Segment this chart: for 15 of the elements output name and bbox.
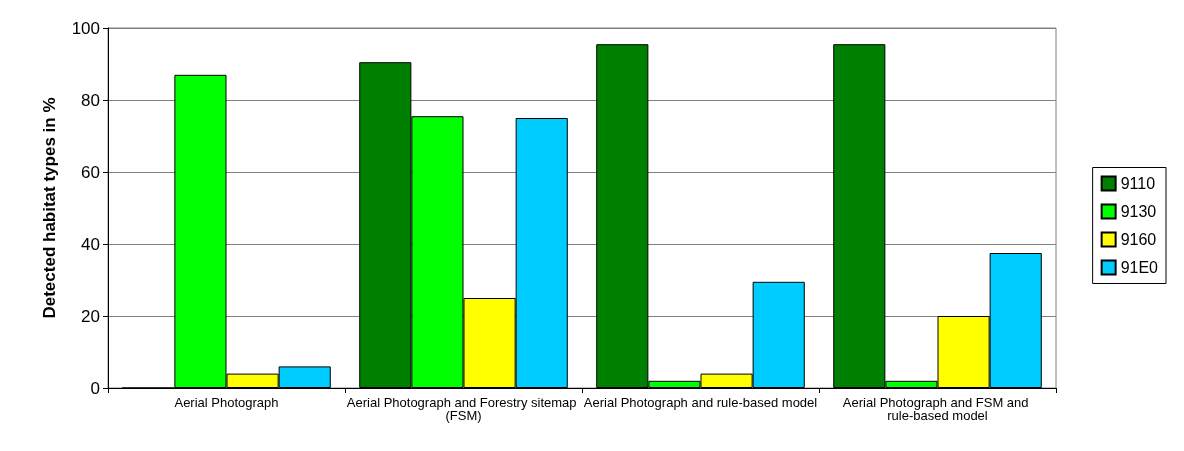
legend-label: 91E0: [1120, 259, 1159, 276]
y-tick-label: 40: [81, 234, 100, 254]
legend-label: 9130: [1120, 203, 1157, 220]
x-tick-label: Aerial Photograph and FSM and rule-based model: [842, 395, 1033, 423]
y-tick-label: 0: [90, 378, 100, 398]
y-tick-label: 20: [81, 306, 100, 326]
legend-label: 9160: [1120, 231, 1157, 248]
y-tick-label: 80: [81, 90, 100, 110]
legend-label: 9110: [1120, 175, 1156, 192]
y-tick-label: 100: [71, 18, 100, 38]
x-tick-label: Aerial Photograph and rule-based model: [583, 395, 818, 410]
y-tick-label: 60: [81, 162, 100, 182]
x-tick-label: Aerial Photograph and Forestry sitemap (FSM): [346, 395, 581, 423]
y-axis-title: Detected habitat types in %: [40, 97, 59, 319]
x-tick-label: Aerial Photograph: [174, 395, 279, 410]
